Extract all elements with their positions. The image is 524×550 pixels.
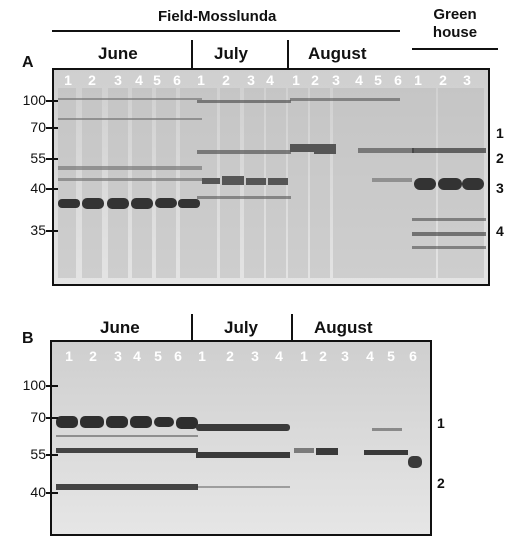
panel-a-lane-aug-6: 6 xyxy=(394,72,402,88)
panel-b-mw-55-tick xyxy=(46,454,58,456)
panel-b-month-june: June xyxy=(100,318,140,337)
panel-b-sep-june-july xyxy=(191,314,193,342)
panel-b-lane-july-2: 2 xyxy=(226,348,234,364)
panel-a-month-june: June xyxy=(98,44,138,63)
panel-a-lane-june-4: 4 xyxy=(135,72,143,88)
panel-b-lane-june-3: 3 xyxy=(114,348,122,364)
panel-a-lane-aug-1: 1 xyxy=(292,72,300,88)
panel-a-mw-40: 40 xyxy=(30,180,46,196)
panel-a-mw-70: 70 xyxy=(30,119,46,135)
panel-a-month-july: July xyxy=(214,44,249,63)
panel-b-mw-55: 55 xyxy=(30,446,46,462)
greenhouse-title-text: Green house xyxy=(432,6,478,41)
panel-a-lane-gh-3: 3 xyxy=(463,72,471,88)
panel-a-mw-100-tick xyxy=(46,100,58,102)
panel-b-lane-july-3: 3 xyxy=(251,348,259,364)
panel-a-sep-july-august xyxy=(287,40,289,68)
greenhouse-underline xyxy=(412,48,498,50)
panel-a-band-3: 3 xyxy=(496,180,504,196)
panel-a-lane-july-1: 1 xyxy=(197,72,205,88)
panel-a-mw-35: 35 xyxy=(30,222,46,238)
panel-a-mw-40-tick xyxy=(46,188,58,190)
panel-a-lane-july-4: 4 xyxy=(266,72,274,88)
panel-b-month-august: August xyxy=(314,318,373,337)
panel-a-lane-june-6: 6 xyxy=(173,72,181,88)
panel-b-band-1: 1 xyxy=(437,415,445,431)
panel-b-mw-70-tick xyxy=(46,417,58,419)
panel-a-mw-35-tick xyxy=(46,230,58,232)
panel-b-lane-july-4: 4 xyxy=(275,348,283,364)
panel-b-mw-100: 100 xyxy=(22,377,46,393)
panel-a-lane-aug-2: 2 xyxy=(311,72,319,88)
panel-b-lane-aug-5: 5 xyxy=(387,348,395,364)
greenhouse-title: Green house xyxy=(420,6,490,42)
panel-b-mw-100-tick xyxy=(46,385,58,387)
panel-a-lane-june-3: 3 xyxy=(114,72,122,88)
panel-a-band-2: 2 xyxy=(496,150,504,166)
field-underline xyxy=(52,30,400,32)
panel-b-lane-aug-2: 2 xyxy=(319,348,327,364)
panel-a-lane-gh-2: 2 xyxy=(439,72,447,88)
panel-a-lane-gh-1: 1 xyxy=(414,72,422,88)
panel-a-lane-june-5: 5 xyxy=(153,72,161,88)
panel-a-mw-55: 55 xyxy=(30,150,46,166)
panel-b-lane-june-2: 2 xyxy=(89,348,97,364)
panel-a-lane-july-2: 2 xyxy=(222,72,230,88)
panel-a-lane-july-3: 3 xyxy=(247,72,255,88)
panel-b-lane-aug-1: 1 xyxy=(300,348,308,364)
panel-a-lane-aug-3: 3 xyxy=(332,72,340,88)
panel-a-month-august: August xyxy=(308,44,367,63)
panel-b-letter: B xyxy=(22,330,34,347)
panel-a-lane-aug-5: 5 xyxy=(374,72,382,88)
panel-b-month-july: July xyxy=(224,318,259,337)
panel-b-lane-aug-6: 6 xyxy=(409,348,417,364)
panel-a-sep-june-july xyxy=(191,40,193,68)
panel-a-mw-100: 100 xyxy=(22,92,46,108)
panel-b-lane-aug-4: 4 xyxy=(366,348,374,364)
panel-b-mw-40-tick xyxy=(46,492,58,494)
panel-b-mw-40: 40 xyxy=(30,484,46,500)
panel-b-band-2: 2 xyxy=(437,475,445,491)
panel-a-letter: A xyxy=(22,54,34,71)
panel-a-lane-june-1: 1 xyxy=(64,72,72,88)
panel-a-gel-image xyxy=(52,68,490,286)
panel-a-lane-june-2: 2 xyxy=(88,72,96,88)
panel-b-lane-june-4: 4 xyxy=(133,348,141,364)
panel-a-mw-70-tick xyxy=(46,127,58,129)
panel-b-mw-70: 70 xyxy=(30,409,46,425)
panel-a-mw-55-tick xyxy=(46,158,58,160)
panel-b-lane-june-1: 1 xyxy=(65,348,73,364)
panel-b-sep-july-august xyxy=(291,314,293,342)
panel-b-lane-june-5: 5 xyxy=(154,348,162,364)
panel-b-gel-image xyxy=(50,340,432,536)
panel-a-lane-aug-4: 4 xyxy=(355,72,363,88)
panel-a-band-1: 1 xyxy=(496,125,504,141)
field-title: Field-Mosslunda xyxy=(158,8,277,25)
panel-a-band-4: 4 xyxy=(496,223,504,239)
panel-b-lane-june-6: 6 xyxy=(174,348,182,364)
panel-b-lane-july-1: 1 xyxy=(198,348,206,364)
panel-b-lane-aug-3: 3 xyxy=(341,348,349,364)
